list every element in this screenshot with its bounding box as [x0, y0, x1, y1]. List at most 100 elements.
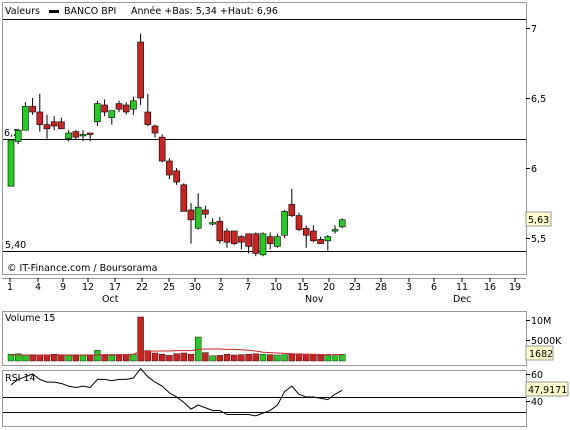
candle-body [317, 239, 324, 244]
x-tick-label: 25 [163, 282, 175, 293]
x-tick-label: 2 [218, 282, 224, 293]
candle [302, 225, 310, 248]
volume-bar [281, 354, 288, 362]
candle [137, 33, 144, 105]
candle [288, 189, 296, 217]
candle [317, 236, 324, 244]
candle [295, 212, 303, 231]
candle-body [122, 104, 130, 113]
candle-body [194, 206, 202, 229]
candle [216, 217, 224, 244]
candle [266, 232, 274, 250]
volume-bar [317, 354, 324, 362]
volume-bar [187, 354, 195, 362]
candle-body [151, 125, 159, 134]
candle [58, 117, 65, 130]
candle [7, 139, 15, 187]
candle-body [324, 236, 332, 242]
volume-bars [7, 316, 346, 362]
volume-bar [14, 353, 22, 362]
candle-body [144, 111, 152, 125]
price-y-tick: 6 [531, 164, 537, 175]
candle-body [274, 236, 281, 247]
candle-body [7, 139, 15, 187]
x-tick-label: 10 [270, 282, 282, 293]
volume-bar [339, 354, 346, 362]
candle [274, 233, 281, 248]
candle-body [302, 227, 310, 236]
volume-bar [173, 353, 180, 362]
volume-bar [216, 355, 224, 362]
candle [252, 232, 260, 257]
candle [223, 228, 231, 248]
last-price-box [525, 211, 552, 227]
candle [209, 218, 216, 226]
price-y-tick: 7 [531, 24, 537, 35]
x-tick-label: 4 [35, 282, 41, 293]
candle-body [166, 160, 173, 176]
candle [94, 100, 101, 126]
volume-bar [115, 354, 123, 362]
volume-bar [72, 355, 80, 362]
candle [180, 183, 188, 212]
volume-bar [151, 352, 159, 362]
source-label: © IT-Finance.com / Boursorama [7, 263, 157, 274]
x-tick-label: 22 [136, 282, 148, 293]
x-tick-label: 19 [509, 282, 521, 293]
candle [166, 158, 173, 180]
candle [238, 235, 245, 250]
volume-bar [51, 354, 58, 362]
candle [331, 225, 339, 234]
volume-bar [303, 354, 310, 362]
candle-body [94, 103, 101, 123]
candle [144, 93, 152, 126]
candle [310, 225, 317, 243]
candle-body [281, 211, 288, 236]
volume-bar [259, 354, 267, 362]
volume-bar [238, 354, 245, 362]
x-tick-label: 9 [60, 282, 66, 293]
volume-bar [331, 355, 339, 362]
candle [50, 116, 58, 131]
volume-bar [267, 354, 274, 362]
volume-bar [79, 355, 87, 362]
x-tick-label: 17 [109, 282, 121, 293]
x-tick-label: 23 [349, 282, 361, 293]
volume-title: Volume 15 [5, 313, 55, 324]
volume-last-box [525, 345, 554, 361]
candle-body [65, 132, 72, 139]
volume-bar [7, 354, 15, 362]
candle [79, 130, 87, 142]
last-price-label: 5,63 [528, 215, 549, 226]
rsi-panel-frame [2, 370, 527, 427]
volume-bar [58, 354, 65, 362]
x-tick-label: 7 [245, 282, 251, 293]
candle-body [173, 170, 180, 183]
candle-body [50, 121, 58, 127]
volume-bar [274, 354, 281, 362]
x-axis: 1 4 9 12 17 22 25 30 2 7 10 15 20 23 28 3 6 11 16 19 Oct No… [2, 278, 526, 305]
candle-body [338, 219, 346, 228]
candle [259, 232, 267, 257]
candle-body [216, 220, 224, 242]
candle-body [137, 41, 144, 99]
rsi-y-axis: 60 40 [526, 370, 543, 408]
candle-body [180, 184, 188, 212]
candle-body [245, 233, 252, 247]
candle-body [29, 106, 36, 113]
volume-bar [65, 355, 72, 362]
candle [108, 110, 116, 125]
candle [194, 193, 202, 230]
candle-body [108, 110, 116, 118]
candlestick-series [7, 33, 346, 257]
volume-bar [166, 355, 173, 362]
volume-y-tick: 5000K [531, 336, 562, 347]
volume-bar [22, 354, 29, 362]
candle-body [259, 233, 267, 256]
candle-body [158, 136, 166, 162]
rsi-y-tick: 40 [531, 397, 543, 408]
x-tick-label: 28 [375, 282, 387, 293]
candle [43, 114, 51, 139]
volume-bar [130, 354, 137, 362]
candle-body [79, 134, 87, 137]
